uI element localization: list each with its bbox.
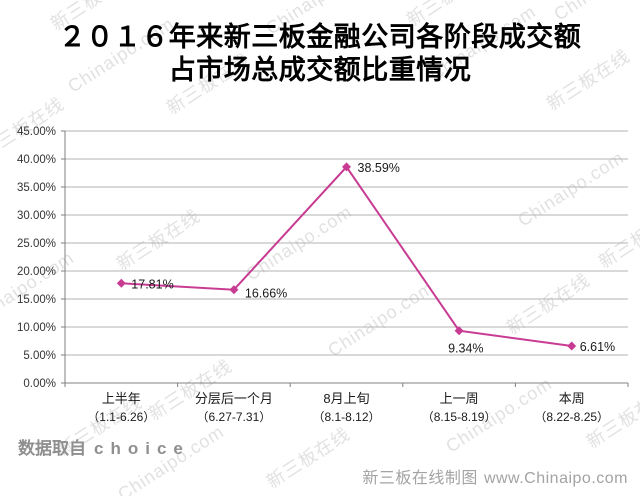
y-axis-tick-label: 30.00% [17,210,56,222]
series-line [121,165,572,347]
y-axis-tick-label: 0.00% [23,378,56,390]
y-axis-tick-label: 25.00% [17,238,56,250]
credit-text: 新三板在线制图 [362,470,478,487]
x-category-sublabel: （6.27-7.31） [197,410,272,424]
data-source-note: 数据取自 choice [18,434,190,459]
chart-title-line2: 占市场总成交额比重情况 [168,55,472,85]
x-category-label: 上半年 [102,391,141,406]
x-category-sublabel: （8.22-8.25） [534,410,609,424]
y-axis-tick-label: 35.00% [17,182,56,194]
data-point-label: 16.66% [245,287,287,301]
data-source-prefix: 数据取自 [18,439,86,458]
y-axis-tick-label: 5.00% [23,350,56,362]
credit-line: 新三板在线制图 www.Chinaipo.com [362,464,628,488]
x-category-label: 本周 [559,391,585,406]
x-category-sublabel: （8.1-8.12） [312,410,380,424]
data-point-marker [116,278,126,288]
y-axis-tick-label: 10.00% [17,322,56,334]
data-point-marker [342,162,351,172]
data-source-name: choice [94,439,190,458]
chart-title-line1: ２０１６年来新三板金融公司各阶段成交额 [58,22,582,52]
y-axis-tick-label: 15.00% [17,294,56,306]
x-category-label: 上一周 [440,391,479,406]
x-category-sublabel: （1.1-6.26） [87,410,155,424]
data-point-marker [567,341,577,351]
x-category-sublabel: （8.15-8.19） [422,410,497,424]
data-point-label: 38.59% [358,161,400,175]
y-axis-tick-label: 40.00% [17,154,56,166]
y-axis-tick-label: 20.00% [17,266,56,278]
chart-title: ２０１６年来新三板金融公司各阶段成交额 占市场总成交额比重情况 [10,21,630,87]
data-point-label: 6.61% [580,340,615,354]
data-point-label: 17.81% [131,277,173,291]
data-point-marker [229,285,239,295]
x-category-label: 分层后一个月 [195,391,273,406]
data-point-label: 9.34% [448,342,483,356]
x-category-label: 8月上旬 [323,391,369,406]
data-point-marker [454,326,464,336]
y-axis-tick-label: 45.00% [17,126,56,138]
website-url: www.Chinaipo.com [483,470,628,487]
